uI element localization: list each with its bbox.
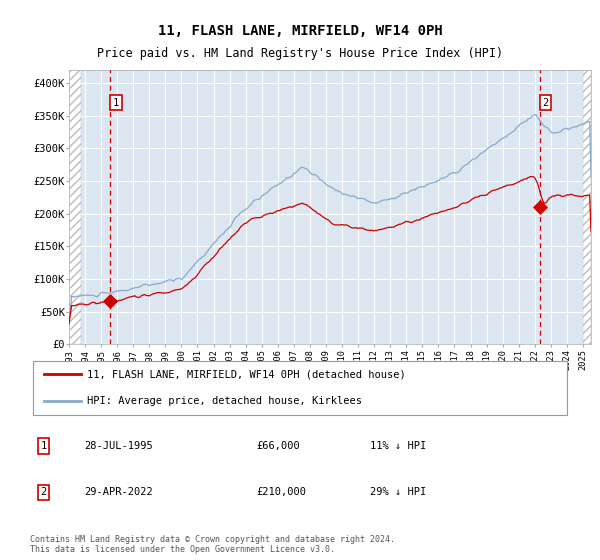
Point	[106, 297, 115, 306]
Bar	[583, 70, 591, 344]
Text: 28-JUL-1995: 28-JUL-1995	[84, 441, 153, 451]
Bar	[583, 70, 591, 344]
Text: 11% ↓ HPI: 11% ↓ HPI	[370, 441, 427, 451]
Text: Price paid vs. HM Land Registry's House Price Index (HPI): Price paid vs. HM Land Registry's House …	[97, 46, 503, 60]
Text: £66,000: £66,000	[257, 441, 301, 451]
Text: Contains HM Land Registry data © Crown copyright and database right 2024.
This d: Contains HM Land Registry data © Crown c…	[30, 535, 395, 554]
Text: 11, FLASH LANE, MIRFIELD, WF14 0PH (detached house): 11, FLASH LANE, MIRFIELD, WF14 0PH (deta…	[86, 369, 406, 379]
Bar	[69, 70, 81, 344]
Text: 2: 2	[40, 487, 47, 497]
Text: 1: 1	[40, 441, 47, 451]
Text: 29% ↓ HPI: 29% ↓ HPI	[370, 487, 427, 497]
Bar	[69, 70, 81, 344]
Text: 11, FLASH LANE, MIRFIELD, WF14 0PH: 11, FLASH LANE, MIRFIELD, WF14 0PH	[158, 24, 442, 38]
Text: HPI: Average price, detached house, Kirklees: HPI: Average price, detached house, Kirk…	[86, 396, 362, 407]
FancyBboxPatch shape	[33, 361, 568, 415]
Text: £210,000: £210,000	[257, 487, 307, 497]
Text: 1: 1	[113, 97, 119, 108]
Text: 2: 2	[542, 97, 549, 108]
Point	[535, 203, 545, 212]
Text: 29-APR-2022: 29-APR-2022	[84, 487, 153, 497]
